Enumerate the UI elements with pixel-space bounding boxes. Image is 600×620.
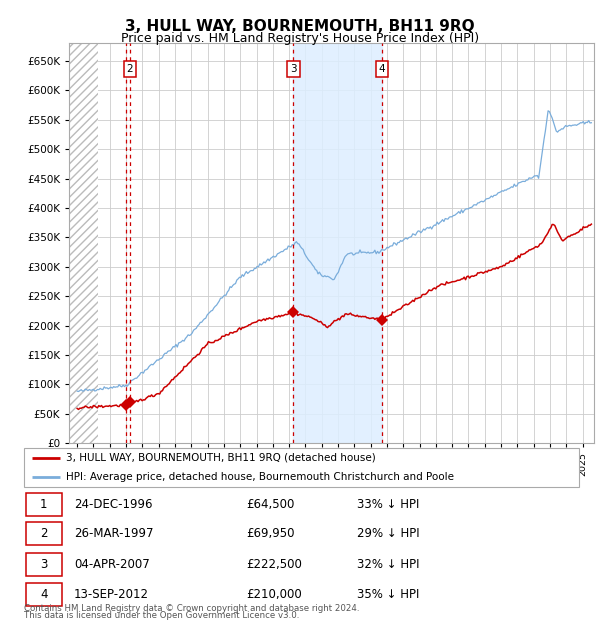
Bar [293,43,382,443]
Text: 2: 2 [127,64,133,74]
Text: This data is licensed under the Open Government Licence v3.0.: This data is licensed under the Open Gov… [24,611,299,620]
Text: Price paid vs. HM Land Registry's House Price Index (HPI): Price paid vs. HM Land Registry's House … [121,32,479,45]
Text: 04-APR-2007: 04-APR-2007 [74,557,150,570]
Text: HPI: Average price, detached house, Bournemouth Christchurch and Poole: HPI: Average price, detached house, Bour… [65,472,454,482]
Text: 26-MAR-1997: 26-MAR-1997 [74,528,154,541]
Text: 35% ↓ HPI: 35% ↓ HPI [357,588,419,601]
Text: £69,950: £69,950 [246,528,295,541]
FancyBboxPatch shape [26,494,62,516]
Text: 32% ↓ HPI: 32% ↓ HPI [357,557,419,570]
Text: 3, HULL WAY, BOURNEMOUTH, BH11 9RQ (detached house): 3, HULL WAY, BOURNEMOUTH, BH11 9RQ (deta… [65,453,376,463]
Text: 29% ↓ HPI: 29% ↓ HPI [357,528,419,541]
Text: 3: 3 [40,557,47,570]
FancyBboxPatch shape [26,583,62,606]
FancyBboxPatch shape [24,448,579,487]
Text: 13-SEP-2012: 13-SEP-2012 [74,588,149,601]
Text: 24-DEC-1996: 24-DEC-1996 [74,498,152,511]
Text: £222,500: £222,500 [246,557,302,570]
Text: 1: 1 [40,498,47,511]
Text: £64,500: £64,500 [246,498,295,511]
Text: 33% ↓ HPI: 33% ↓ HPI [357,498,419,511]
Text: 3: 3 [290,64,296,74]
Text: £210,000: £210,000 [246,588,302,601]
Text: Contains HM Land Registry data © Crown copyright and database right 2024.: Contains HM Land Registry data © Crown c… [24,603,359,613]
Bar [69,43,98,443]
Text: 4: 4 [40,588,47,601]
FancyBboxPatch shape [26,552,62,575]
Text: 4: 4 [379,64,386,74]
Text: 3, HULL WAY, BOURNEMOUTH, BH11 9RQ: 3, HULL WAY, BOURNEMOUTH, BH11 9RQ [125,19,475,33]
Text: 2: 2 [40,528,47,541]
FancyBboxPatch shape [26,523,62,546]
